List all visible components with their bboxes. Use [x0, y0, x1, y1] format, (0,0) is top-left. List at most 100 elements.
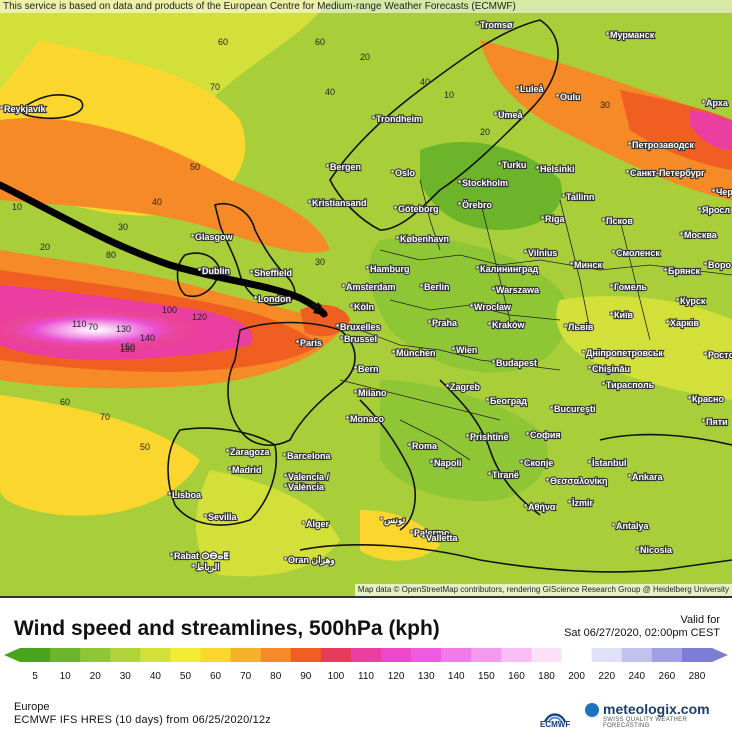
ecmwf-logo-text: ECMWF [540, 720, 571, 729]
city-marker [390, 169, 395, 174]
city-marker [469, 303, 474, 308]
city-label: Madrid [232, 465, 262, 475]
city-marker [379, 516, 384, 521]
city-label: Helsinki [540, 164, 575, 174]
wind-map[interactable]: Tromsø Мурманск Reykjavík Luleå Oulu Umeå Арха… [0, 0, 732, 596]
city-label: Valletta [426, 533, 459, 543]
city-marker [525, 431, 530, 436]
city-label: Turku [502, 160, 526, 170]
city-label: Яросл [702, 205, 730, 215]
city-label: Wrocław [474, 302, 512, 312]
city-label: Amsterdam [346, 282, 396, 292]
city-label: București [554, 404, 596, 414]
city-label: İzmir [572, 498, 594, 508]
city-marker [419, 283, 424, 288]
city-marker [493, 111, 498, 116]
contour-value: 40 [420, 77, 430, 87]
city-marker [429, 459, 434, 464]
city-label: Lisboa [172, 490, 202, 500]
city-marker [567, 499, 572, 504]
city-label: Tiranë [492, 470, 519, 480]
contour-value: 60 [315, 37, 325, 47]
city-marker [253, 295, 258, 300]
city-label: Київ [614, 310, 634, 320]
model-run: ECMWF IFS HRES (10 days) from 06/25/2020… [14, 714, 271, 726]
city-label: València [288, 482, 325, 492]
scale-swatch [471, 648, 502, 662]
city-label: Reykjavík [4, 104, 47, 114]
scale-swatch [80, 648, 111, 662]
city-marker [427, 319, 432, 324]
city-marker [665, 319, 670, 324]
city-label: Tallinn [566, 192, 594, 202]
city-label: Budapest [496, 358, 537, 368]
city-label: Tromsø [480, 20, 513, 30]
color-scale: 5 10 20 30 40 50 60 70 80 90 100 110 120 130 140 150 160… [0, 645, 732, 685]
city-marker [365, 265, 370, 270]
scale-tick-label: 180 [538, 671, 555, 682]
city-label: Sevilla [208, 512, 238, 522]
city-marker [523, 503, 528, 508]
city-label: Санкт-Петербург [630, 168, 705, 178]
scale-tick-label: 110 [358, 671, 374, 682]
city-label: Riga [545, 214, 565, 224]
city-label: Chișinău [592, 364, 630, 374]
city-marker [409, 529, 414, 534]
meteologix-logo-icon[interactable] [585, 703, 599, 717]
city-marker [587, 365, 592, 370]
city-marker [519, 459, 524, 464]
city-marker [465, 433, 470, 438]
meteologix-tagline: SWISS QUALITY WEATHER FORECASTING [603, 717, 688, 729]
city-marker [335, 323, 340, 328]
scale-arrow-left [4, 648, 20, 662]
ecmwf-logo-icon[interactable] [543, 703, 567, 729]
city-marker [663, 267, 668, 272]
city-marker [611, 249, 616, 254]
scale-tick-label: 160 [508, 671, 525, 682]
attribution-top: This service is based on data and produc… [0, 0, 732, 13]
contour-value: 90 [312, 302, 322, 312]
city-label: Bergen [330, 162, 361, 172]
city-marker [345, 415, 350, 420]
scale-swatch [501, 648, 532, 662]
scale-tick-label: 220 [598, 671, 615, 682]
city-marker [545, 477, 550, 482]
meteologix-brand[interactable]: meteologix.com [603, 701, 710, 717]
city-label: Stockholm [462, 178, 508, 188]
city-marker [627, 141, 632, 146]
city-marker [605, 31, 610, 36]
city-label: Минск [574, 260, 602, 270]
city-label: Antalya [616, 521, 650, 531]
city-label: Bruxelles [340, 322, 381, 332]
contour-value: 130 [116, 324, 131, 334]
contour-value: 10 [444, 90, 454, 100]
contour-value: 70 [88, 322, 98, 332]
scale-swatch [320, 648, 352, 662]
city-label: Barcelona [287, 451, 332, 461]
city-label: Чер [716, 187, 732, 197]
city-marker [283, 483, 288, 488]
city-marker [549, 405, 554, 410]
city-label: Пяти [706, 417, 728, 427]
scale-swatch [651, 648, 683, 662]
city-marker [475, 21, 480, 26]
city-marker [371, 115, 376, 120]
city-label: Петрозаводск [632, 140, 694, 150]
scale-swatch [441, 648, 472, 662]
city-marker [457, 201, 462, 206]
city-marker [485, 397, 490, 402]
city-marker [561, 193, 566, 198]
scale-tick-label: 90 [300, 671, 312, 682]
scale-swatch [110, 648, 141, 662]
scale-swatch [381, 648, 412, 662]
city-marker [301, 520, 306, 525]
contour-value: 30 [118, 222, 128, 232]
scale-tick-label: 240 [628, 671, 645, 682]
city-marker [393, 205, 398, 210]
scale-swatch [260, 648, 292, 662]
city-label: Курск [680, 296, 706, 306]
city-marker [611, 522, 616, 527]
city-label: Bern [358, 364, 379, 374]
city-label: Praha [432, 318, 458, 328]
city-label: Скопје [524, 458, 553, 468]
